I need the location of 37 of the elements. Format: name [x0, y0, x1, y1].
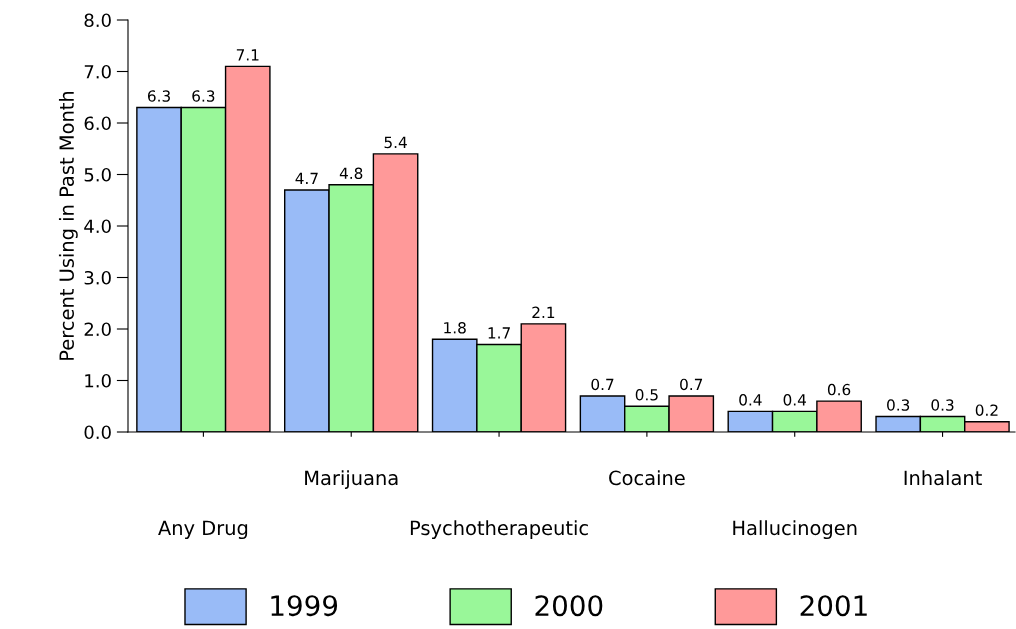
- data-label: 2.1: [532, 306, 555, 318]
- data-label: 0.7: [680, 378, 703, 391]
- data-label: 0.3: [887, 399, 910, 411]
- y-tick-label: 8.0: [84, 13, 111, 28]
- x-tick-label: Marijuana: [305, 470, 398, 490]
- data-label: 0.7: [591, 378, 614, 391]
- x-tick-label: Inhalant: [904, 470, 982, 486]
- y-tick-label: 2.0: [84, 322, 111, 337]
- legend-label: 2000: [535, 595, 603, 617]
- data-label: 5.4: [384, 136, 407, 149]
- data-label: 4.8: [339, 167, 363, 180]
- data-label: 0.4: [783, 394, 807, 406]
- legend-label: 1999: [271, 595, 338, 617]
- y-tick-label: 5.0: [84, 167, 111, 182]
- y-tick-label: 6.0: [84, 116, 111, 131]
- y-tick-label: 0.0: [84, 425, 111, 440]
- data-label: 0.6: [827, 383, 851, 396]
- data-label: 0.3: [931, 399, 954, 411]
- y-axis-title: Percent Using in Past Month: [58, 91, 78, 360]
- x-tick-label: Hallucinogen: [733, 520, 857, 540]
- data-label: 4.7: [295, 172, 318, 184]
- data-label: 0.4: [739, 394, 762, 406]
- data-label: 6.3: [147, 90, 170, 102]
- legend-label: 2001: [800, 595, 867, 617]
- data-label: 1.8: [444, 322, 466, 334]
- data-label: 0.2: [975, 404, 998, 416]
- y-tick-label: 7.0: [84, 64, 111, 79]
- data-label: 0.5: [635, 388, 658, 401]
- x-tick-label: Cocaine: [609, 470, 685, 486]
- x-tick-label: Psychotherapeutic: [410, 520, 588, 540]
- x-tick-label: Any Drug: [158, 520, 248, 540]
- data-label: 6.3: [192, 90, 215, 102]
- data-label: 7.1: [236, 49, 259, 61]
- data-label: 1.7: [488, 327, 510, 339]
- y-tick-label: 3.0: [84, 270, 111, 285]
- y-tick-label: 1.0: [85, 373, 111, 388]
- y-tick-label: 4.0: [84, 219, 111, 234]
